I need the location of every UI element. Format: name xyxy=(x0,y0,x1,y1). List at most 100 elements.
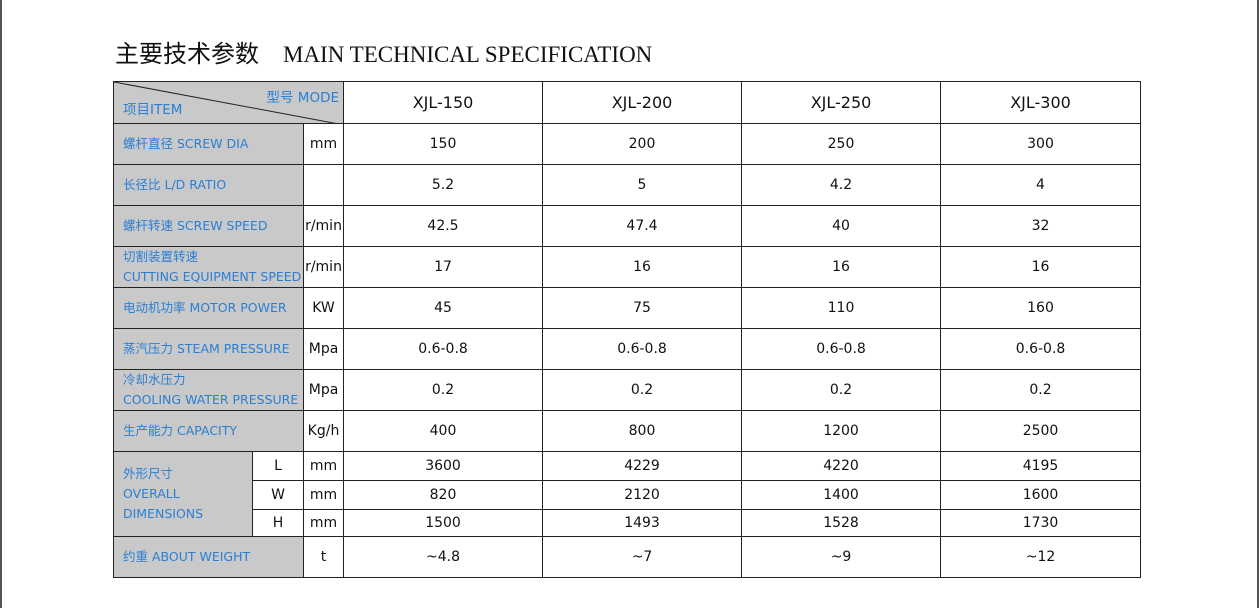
row-label: 螺杆转速 SCREW SPEED xyxy=(113,205,304,247)
value: 200 xyxy=(542,123,743,165)
value: ~4.8 xyxy=(343,536,544,578)
value: 47.4 xyxy=(542,205,743,247)
unit xyxy=(302,164,345,206)
data-row: 生产能力 CAPACITY Kg/h 400 800 1200 2500 xyxy=(113,410,1142,452)
value: 400 xyxy=(343,410,544,452)
corner-diagonal xyxy=(114,82,334,123)
value: ~7 xyxy=(542,536,743,578)
row-label: 电动机功率 MOTOR POWER xyxy=(113,287,304,329)
value: 5 xyxy=(542,164,743,206)
axis: H xyxy=(252,509,304,537)
value: 17 xyxy=(343,246,544,288)
corner-model: 型号 MODE xyxy=(266,90,340,106)
value: 300 xyxy=(940,123,1142,165)
value: 1500 xyxy=(343,509,544,537)
unit: mm xyxy=(302,123,345,165)
value: 0.2 xyxy=(940,369,1142,411)
model-header: XJL-300 xyxy=(940,81,1142,124)
label-line: 螺杆直径 SCREW DIA xyxy=(123,136,249,151)
spec-table: 型号 MODE 项目ITEM XJL-150 XJL-200 XJL-250 XJL-30… xyxy=(112,81,1142,578)
value: 3600 xyxy=(343,451,544,481)
label-line: DIMENSIONS xyxy=(123,506,204,521)
value: 4.2 xyxy=(741,164,942,206)
value: 2120 xyxy=(542,480,743,510)
value: 110 xyxy=(741,287,942,329)
value: 16 xyxy=(542,246,743,288)
row-label: 长径比 L/D RATIO xyxy=(113,164,304,206)
value: 1400 xyxy=(741,480,942,510)
row-label: 冷却水压力 COOLING WATER PRESSURE xyxy=(113,369,304,411)
model-header: XJL-150 xyxy=(343,81,544,124)
value: 0.6-0.8 xyxy=(741,328,942,370)
title: 主要技术参数 MAIN TECHNICAL SPECIFICATION xyxy=(115,34,652,69)
value: 4195 xyxy=(940,451,1142,481)
value: 16 xyxy=(741,246,942,288)
data-row: 螺杆转速 SCREW SPEED r/min 42.5 47.4 40 32 xyxy=(113,205,1142,247)
label-line: 长径比 L/D RATIO xyxy=(123,177,227,192)
value: 0.6-0.8 xyxy=(542,328,743,370)
value: 4220 xyxy=(741,451,942,481)
data-row: 切割装置转速 CUTTING EQUIPMENT SPEED r/min 17 16 16… xyxy=(113,246,1142,288)
label-line: COOLING WATER PRESSURE xyxy=(123,392,299,407)
data-row: 螺杆直径 SCREW DIA mm 150 200 250 300 xyxy=(113,123,1142,165)
model-header: XJL-250 xyxy=(741,81,942,124)
label-line: 约重 ABOUT WEIGHT xyxy=(123,549,251,564)
axis: W xyxy=(252,480,304,510)
value: 16 xyxy=(940,246,1142,288)
unit: Mpa xyxy=(302,328,345,370)
unit: t xyxy=(302,536,345,578)
unit: mm xyxy=(302,451,345,481)
value: 0.6-0.8 xyxy=(940,328,1142,370)
value: 1600 xyxy=(940,480,1142,510)
unit: mm xyxy=(302,509,345,537)
row-label: 蒸汽压力 STEAM PRESSURE xyxy=(113,328,304,370)
row-label: 螺杆直径 SCREW DIA xyxy=(113,123,304,165)
title-en: MAIN TECHNICAL SPECIFICATION xyxy=(283,42,653,67)
value: 1730 xyxy=(940,509,1142,537)
axis: L xyxy=(252,451,304,481)
label-line: 外形尺寸 xyxy=(123,466,174,481)
label-line: 切割装置转速 xyxy=(123,249,199,264)
data-row: 蒸汽压力 STEAM PRESSURE Mpa 0.6-0.8 0.6-0.8 0.6-… xyxy=(113,328,1142,370)
value: 1493 xyxy=(542,509,743,537)
value: ~9 xyxy=(741,536,942,578)
corner-cell: 型号 MODE 项目ITEM xyxy=(112,81,345,124)
unit: Kg/h xyxy=(302,410,345,452)
value: ~12 xyxy=(940,536,1142,578)
value: 1200 xyxy=(741,410,942,452)
value: 45 xyxy=(343,287,544,329)
unit: mm xyxy=(302,480,345,510)
value: 42.5 xyxy=(343,205,544,247)
value: 1528 xyxy=(741,509,942,537)
value: 40 xyxy=(741,205,942,247)
value: 160 xyxy=(940,287,1142,329)
value: 800 xyxy=(542,410,743,452)
unit: Mpa xyxy=(302,369,345,411)
value: 32 xyxy=(940,205,1142,247)
data-row: 长径比 L/D RATIO 5.2 5 4.2 4 xyxy=(113,164,1142,206)
label-line: 生产能力 CAPACITY xyxy=(123,423,238,438)
row-label: 约重 ABOUT WEIGHT xyxy=(113,536,304,578)
value: 250 xyxy=(741,123,942,165)
value: 0.2 xyxy=(741,369,942,411)
row-label: 生产能力 CAPACITY xyxy=(113,410,304,452)
label-line: OVERALL xyxy=(123,486,180,501)
label-line: 电动机功率 MOTOR POWER xyxy=(123,300,287,315)
label-line: 蒸汽压力 STEAM PRESSURE xyxy=(123,341,290,356)
row-label: 外形尺寸 OVERALL DIMENSIONS xyxy=(113,451,253,537)
value: 4 xyxy=(940,164,1142,206)
unit: r/min xyxy=(302,205,345,247)
title-zh: 主要技术参数 xyxy=(115,40,259,68)
value: 75 xyxy=(542,287,743,329)
label-line: CUTTING EQUIPMENT SPEED xyxy=(123,269,302,284)
data-row: 约重 ABOUT WEIGHT t ~4.8 ~7 ~9 ~12 xyxy=(113,536,1142,578)
model-header: XJL-200 xyxy=(542,81,743,124)
row-label: 切割装置转速 CUTTING EQUIPMENT SPEED xyxy=(113,246,304,288)
value: 820 xyxy=(343,480,544,510)
value: 0.6-0.8 xyxy=(343,328,544,370)
